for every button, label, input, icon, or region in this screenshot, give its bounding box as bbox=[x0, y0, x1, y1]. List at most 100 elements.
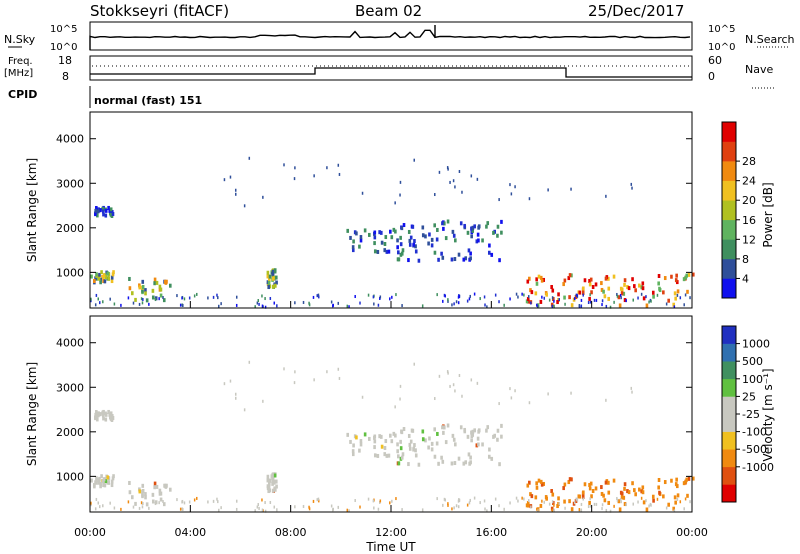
velocity-cell bbox=[102, 504, 104, 508]
velocity-cell bbox=[158, 501, 160, 505]
power-cell bbox=[578, 290, 582, 295]
velocity-cell bbox=[176, 498, 178, 502]
velocity-cell bbox=[633, 488, 636, 493]
velocity-cell bbox=[414, 453, 418, 458]
power-cell bbox=[111, 211, 115, 216]
velocity-cell bbox=[667, 502, 670, 507]
velocity-cell bbox=[141, 492, 144, 497]
velocity-cell bbox=[132, 505, 135, 509]
power-cell bbox=[648, 300, 650, 304]
power-cell bbox=[442, 226, 445, 231]
colorbar-tick-label: 4 bbox=[742, 272, 749, 285]
velocity-cell bbox=[271, 488, 275, 493]
velocity-cell bbox=[470, 378, 473, 382]
power-cell bbox=[401, 304, 403, 308]
velocity-cell bbox=[487, 454, 491, 459]
power-cell bbox=[498, 300, 500, 304]
power-cell bbox=[450, 257, 454, 262]
power-cell bbox=[605, 304, 608, 308]
power-cell bbox=[108, 208, 112, 213]
power-cell bbox=[104, 213, 108, 218]
velocity-cell bbox=[394, 405, 396, 409]
velocity-cell bbox=[183, 501, 186, 505]
power-cell bbox=[587, 301, 590, 305]
velocity-cell bbox=[97, 480, 101, 485]
power-cell bbox=[120, 303, 122, 307]
velocity-cell bbox=[409, 439, 413, 444]
velocity-cell bbox=[104, 417, 108, 422]
power-cell bbox=[392, 227, 396, 232]
power-cell bbox=[155, 280, 159, 285]
power-cell bbox=[359, 235, 363, 240]
colorbar-tick-label: -500 bbox=[742, 443, 767, 456]
power-cell bbox=[657, 281, 660, 286]
power-cell bbox=[94, 212, 97, 217]
power-cell bbox=[430, 243, 434, 248]
power-cell bbox=[109, 212, 113, 217]
power-cell bbox=[619, 294, 622, 298]
power-cell bbox=[332, 303, 334, 307]
power-cell bbox=[159, 287, 163, 292]
velocity-cell bbox=[257, 503, 260, 507]
power-cell bbox=[94, 208, 97, 213]
velocity-cell bbox=[582, 490, 585, 495]
power-cell bbox=[258, 302, 260, 306]
velocity-cell bbox=[625, 503, 627, 507]
velocity-cell bbox=[449, 384, 451, 388]
power-cell bbox=[477, 224, 481, 229]
velocity-cell bbox=[550, 506, 554, 511]
velocity-cell bbox=[389, 433, 392, 438]
power-cell bbox=[539, 275, 543, 280]
power-cell bbox=[563, 295, 566, 300]
freq-unit: [MHz] bbox=[4, 68, 33, 79]
velocity-cell bbox=[591, 489, 595, 494]
velocity-cell bbox=[383, 452, 387, 457]
colorbar-tick-label: 500 bbox=[742, 355, 763, 368]
velocity-cell bbox=[496, 428, 500, 433]
velocity-cell bbox=[631, 481, 634, 486]
power-cell bbox=[487, 250, 491, 255]
velocity-cell bbox=[271, 475, 274, 480]
power-cell bbox=[110, 275, 114, 280]
power-cell bbox=[312, 295, 315, 299]
velocity-cell bbox=[359, 439, 363, 444]
velocity-cell bbox=[526, 501, 530, 506]
power-cell bbox=[181, 296, 183, 300]
power-cell bbox=[683, 303, 685, 307]
power-cell bbox=[267, 280, 271, 285]
power-cell bbox=[570, 303, 574, 308]
velocity-cell bbox=[675, 477, 678, 482]
velocity-cell bbox=[162, 500, 164, 504]
power-cell bbox=[95, 293, 98, 297]
velocity-cell bbox=[626, 489, 629, 494]
velocity-cell bbox=[412, 446, 416, 451]
power-cell bbox=[484, 303, 486, 307]
velocity-cell bbox=[645, 507, 649, 512]
power-panel-frame bbox=[89, 111, 693, 309]
velocity-cell bbox=[623, 502, 627, 507]
velocity-cell bbox=[537, 508, 539, 512]
velocity-cell bbox=[612, 478, 616, 483]
power-cell bbox=[127, 296, 130, 300]
power-cell bbox=[496, 224, 500, 229]
power-cell bbox=[151, 295, 155, 300]
power-cell bbox=[220, 302, 222, 306]
power-cell bbox=[580, 304, 583, 308]
velocity-cell bbox=[450, 461, 454, 466]
power-cell bbox=[451, 303, 453, 307]
velocity-cell bbox=[616, 498, 619, 502]
power-cell bbox=[600, 287, 604, 292]
power-cell bbox=[271, 271, 274, 276]
power-cell bbox=[268, 274, 272, 279]
power-cell bbox=[302, 300, 305, 304]
velocity-cell bbox=[338, 376, 341, 380]
power-cell bbox=[107, 205, 110, 210]
ytick-label: 3000 bbox=[56, 177, 84, 190]
velocity-cell bbox=[553, 508, 555, 512]
power-cell bbox=[427, 241, 430, 246]
velocity-cell bbox=[352, 443, 355, 448]
power-cell bbox=[458, 169, 461, 173]
velocity-cell bbox=[590, 494, 593, 499]
velocity-cell bbox=[400, 430, 404, 435]
power-cell bbox=[622, 291, 626, 296]
